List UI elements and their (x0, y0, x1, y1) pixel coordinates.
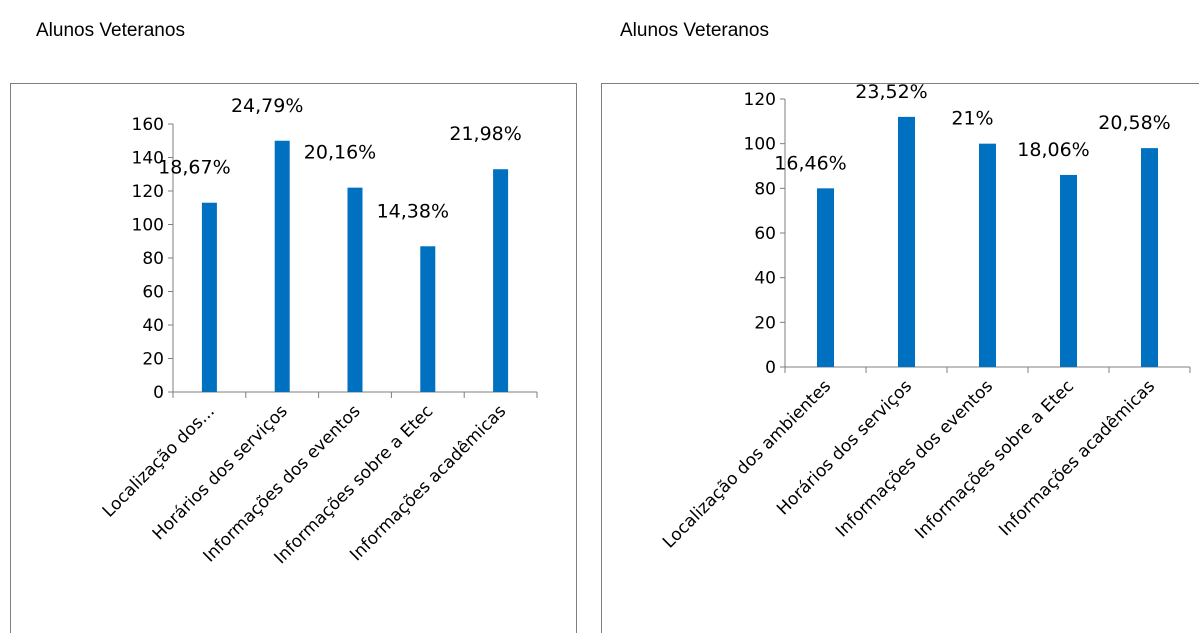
chart-2-bar (1060, 174, 1077, 367)
chart-2-data-label: 18,06% (1017, 139, 1089, 161)
chart-2-y-tick-label: 100 (744, 135, 776, 155)
chart-1-data-label: 20,16% (304, 142, 376, 164)
chart-2-bar (979, 143, 996, 367)
chart-2-y-tick-label: 80 (754, 179, 776, 199)
chart-1-y-tick-label: 80 (142, 249, 164, 269)
chart-2-caption: Alunos Veteranos (620, 20, 769, 41)
chart-1-caption: Alunos Veteranos (36, 20, 185, 41)
chart-1-data-label: 24,79% (231, 95, 303, 117)
chart-1-bar (274, 140, 290, 392)
chart-1-data-label: 14,38% (377, 200, 449, 222)
chart-1-y-tick-label: 40 (142, 316, 164, 336)
chart-1-data-label: 21,98% (449, 123, 521, 145)
chart-1-bar (201, 202, 217, 392)
chart-1-y-tick-label: 140 (132, 149, 164, 169)
chart-2-bar (1141, 148, 1158, 367)
chart-2-data-label: 23,52% (855, 81, 927, 103)
chart-2-bar (817, 188, 834, 367)
chart-1-bar (347, 187, 363, 392)
chart-2-category-label: Localização dos ambientes (659, 376, 835, 552)
chart-2-data-label: 16,46% (774, 152, 846, 174)
chart-2-frame (601, 83, 1199, 633)
chart-2-y-tick-label: 40 (754, 269, 776, 289)
chart-1-y-tick-label: 60 (142, 283, 164, 303)
chart-1-bar (420, 246, 436, 392)
chart-2-y-tick-label: 120 (744, 90, 776, 110)
chart-2-y-tick-label: 0 (765, 358, 776, 378)
chart-2-data-label: 21% (951, 108, 993, 130)
chart-1-y-tick-label: 120 (132, 182, 164, 202)
chart-2-category-label: Informações sobre a Etec (911, 376, 1078, 543)
chart-1-y-tick-label: 0 (153, 383, 164, 403)
chart-1-y-tick-label: 20 (142, 350, 164, 370)
chart-2-bar (898, 116, 915, 367)
chart-2-y-tick-label: 60 (754, 224, 776, 244)
chart-2-category-label: Horários dos serviços (773, 376, 916, 519)
chart-1-frame (10, 83, 577, 633)
chart-1-y-tick-label: 160 (132, 115, 164, 135)
chart-2-plot: 0 20 40 60 80 100 120 16,46% Localização dos amb… (659, 81, 1191, 552)
chart-2-y-tick-label: 20 (754, 313, 776, 333)
chart-1-category-label: Informações acadêmicas (346, 401, 510, 565)
chart-2-data-label: 20,58% (1098, 112, 1170, 134)
chart-1-category-label: Horários dos serviços (149, 401, 292, 544)
chart-1-data-label: 18,67% (158, 157, 230, 179)
chart-2-category-label: Informações acadêmicas (995, 376, 1159, 540)
chart-1-bar (493, 169, 509, 392)
chart-1-y-tick-label: 100 (132, 216, 164, 236)
chart-2-category-label: Informações dos eventos (832, 376, 997, 541)
